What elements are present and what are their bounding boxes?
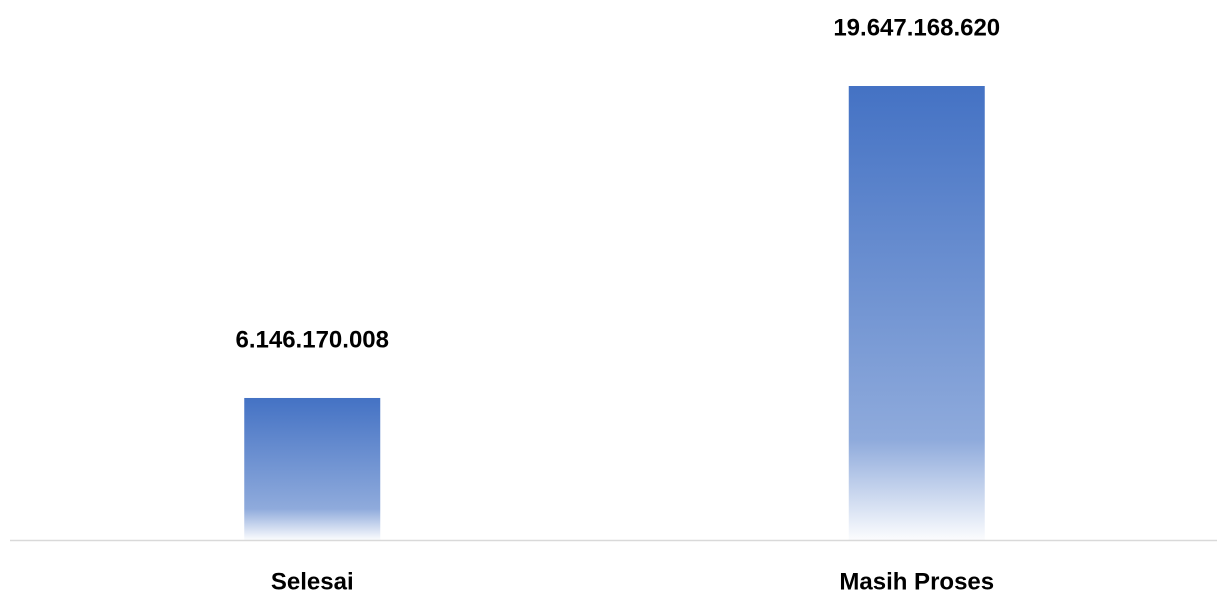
value-label: 6.146.170.008 [236,326,389,353]
x-tick-label: Selesai [271,568,354,594]
x-tick-label: Masih Proses [839,568,994,594]
value-label: 19.647.168.620 [833,14,1000,41]
bar [848,86,985,540]
bar [244,397,381,540]
